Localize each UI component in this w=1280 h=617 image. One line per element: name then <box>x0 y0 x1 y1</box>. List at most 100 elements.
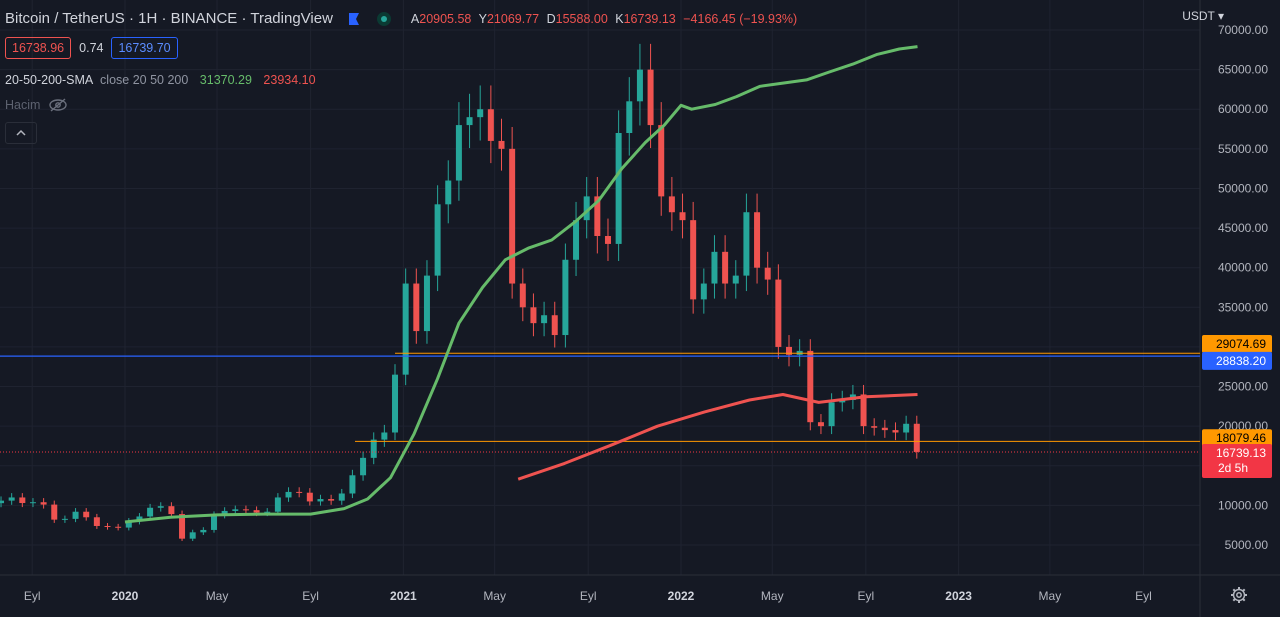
candle-body <box>700 283 707 300</box>
candle-body <box>487 109 494 141</box>
candle-body <box>168 506 175 515</box>
candle-body <box>551 315 558 336</box>
candle-body <box>296 491 303 493</box>
sma50-line <box>124 45 918 524</box>
candle-body <box>647 69 654 126</box>
x-tick-label: May <box>206 589 229 603</box>
candle-body <box>8 497 15 501</box>
currency-label: USDT <box>1182 9 1215 23</box>
candle-body <box>0 500 5 504</box>
y-tick-label: 45000.00 <box>1218 221 1268 235</box>
ohlc-values: A20905.58 Y21069.77 D15588.00 K16739.13 … <box>411 12 801 26</box>
candle-body <box>871 426 878 428</box>
candle-body <box>317 499 324 502</box>
candle-body <box>360 457 367 476</box>
candle-body <box>221 510 228 515</box>
candle-body <box>413 283 420 332</box>
x-tick-label: May <box>483 589 506 603</box>
last-price-label: 16739.13 <box>1216 446 1266 460</box>
y-tick-label: 70000.00 <box>1218 23 1268 37</box>
indicator-name[interactable]: 20-50-200-SMA <box>5 73 93 87</box>
candle-body <box>839 400 846 403</box>
collapse-legend-button[interactable] <box>5 122 37 144</box>
close-key: K <box>615 11 624 26</box>
price-tag-29074-bg <box>1202 334 1272 353</box>
y-tick-label: 25000.00 <box>1218 380 1268 394</box>
candle-body <box>423 275 430 332</box>
candle-body <box>636 69 643 102</box>
candle-body <box>498 140 505 149</box>
volume-label[interactable]: Hacim <box>5 98 41 112</box>
candle-body <box>562 259 569 336</box>
candle-body <box>19 497 26 504</box>
candle-body <box>743 212 750 276</box>
candle-body <box>328 499 335 501</box>
x-tick-label: 2023 <box>945 589 972 603</box>
eye-off-icon[interactable] <box>48 98 68 112</box>
open-key: A <box>410 11 420 26</box>
candle-body <box>477 109 484 118</box>
change-value: −4166.45 (−19.93%) <box>683 11 798 26</box>
flag-icon[interactable] <box>347 12 361 26</box>
open-value: 20905.58 <box>419 11 472 26</box>
candle-body <box>157 506 164 508</box>
candle-body <box>104 525 111 527</box>
candle-body <box>147 507 154 517</box>
sma200-line <box>517 393 918 481</box>
chart-title[interactable]: Bitcoin / TetherUS · 1H · BINANCE · Trad… <box>5 10 333 27</box>
price-tag-18079: 18079.46 <box>1216 431 1266 445</box>
candle-body <box>179 514 186 539</box>
candle-body <box>264 511 271 513</box>
sell-price-button[interactable]: 16738.96 <box>5 37 72 59</box>
high-key: Y <box>478 11 487 26</box>
candle-body <box>892 430 899 433</box>
candle-body <box>115 526 122 528</box>
low-key: D <box>546 11 556 26</box>
currency-selector[interactable]: USDT ▾ <box>1182 9 1224 23</box>
buy-price-button[interactable]: 16739.70 <box>111 37 178 59</box>
countdown-label: 2d 5h <box>1218 461 1248 475</box>
candle-body <box>200 529 207 533</box>
candle-body <box>242 509 249 511</box>
gear-icon[interactable] <box>1230 586 1248 604</box>
volume-legend[interactable]: Hacim <box>5 98 68 112</box>
y-tick-label: 5000.00 <box>1225 538 1269 552</box>
candle-body <box>466 117 473 126</box>
sma200-value: 23934.10 <box>263 73 316 87</box>
symbol-legend: Bitcoin / TetherUS · 1H · BINANCE · Trad… <box>5 10 801 27</box>
candle-body <box>29 502 36 504</box>
candle-body <box>881 427 888 431</box>
x-tick-label: 2022 <box>668 589 695 603</box>
candle-body <box>509 148 516 284</box>
candle-body <box>913 423 920 452</box>
candle-body <box>626 101 633 133</box>
candle-body <box>807 350 814 423</box>
candle-body <box>530 307 537 324</box>
candle-body <box>658 125 665 197</box>
spread-value: 0.74 <box>79 41 104 55</box>
high-value: 21069.77 <box>486 11 540 26</box>
x-tick-label: Eyl <box>302 589 319 603</box>
y-tick-label: 10000.00 <box>1218 498 1268 512</box>
candle-body <box>754 212 761 268</box>
candle-body <box>573 220 580 260</box>
candle-body <box>732 275 739 284</box>
candle-body <box>764 267 771 280</box>
candle-body <box>402 283 409 375</box>
x-tick-label: 2020 <box>112 589 139 603</box>
candle-body <box>541 315 548 324</box>
x-tick-label: 2021 <box>390 589 417 603</box>
candle-body <box>594 196 601 236</box>
candle-body <box>615 133 622 244</box>
candle-body <box>136 516 143 522</box>
last-price-tag-bg <box>1202 443 1272 478</box>
indicator-legend[interactable]: 20-50-200-SMA close 20 50 200 31370.29 2… <box>5 73 316 87</box>
price-tag-29074: 29074.69 <box>1216 337 1266 351</box>
candle-body <box>775 279 782 347</box>
candle-body <box>232 509 239 511</box>
candle-body <box>860 394 867 427</box>
market-status-icon[interactable] <box>376 11 391 26</box>
x-tick-label: May <box>1039 589 1062 603</box>
candle-body <box>93 517 100 526</box>
